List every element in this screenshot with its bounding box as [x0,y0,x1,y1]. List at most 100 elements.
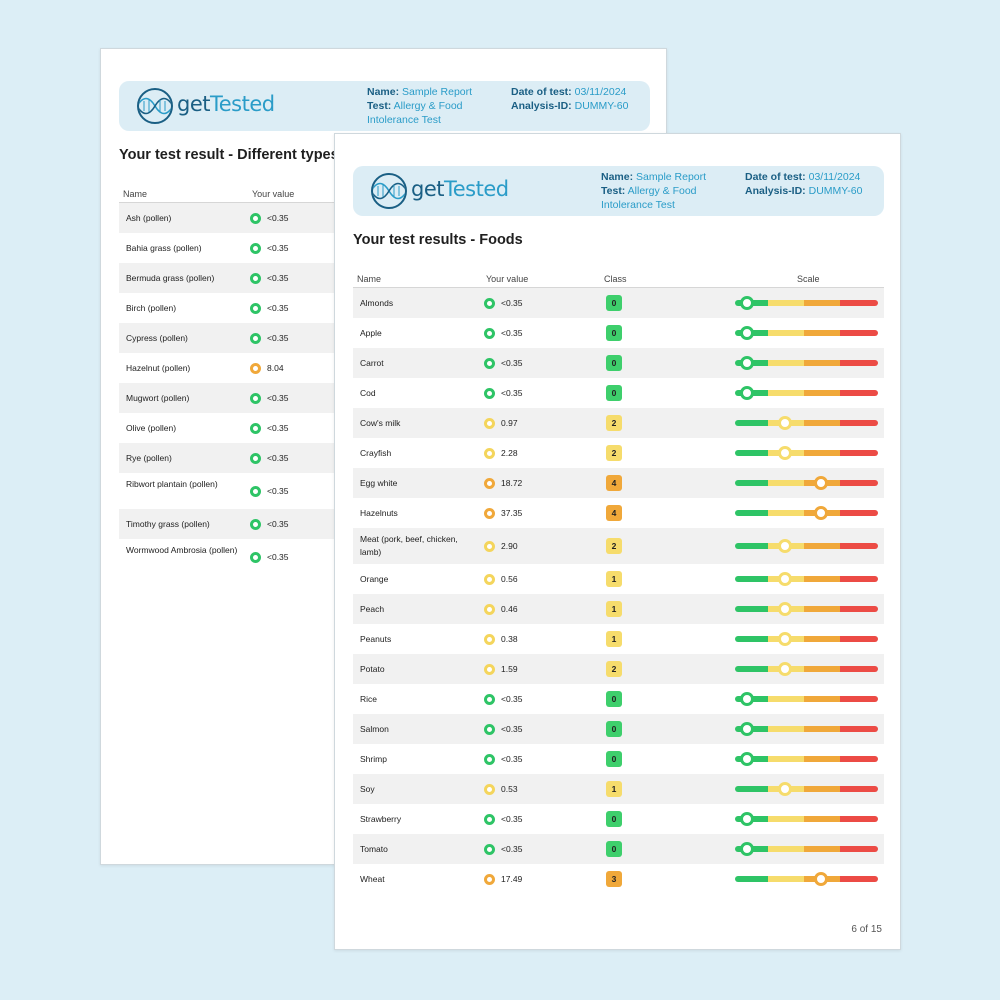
scale-marker [778,416,792,430]
scale-segment [735,576,768,582]
column-name: Name [123,189,148,199]
row-value: <0.35 [250,323,289,353]
class-badge: 2 [606,415,622,431]
scale-segment [804,450,840,456]
value-text: 0.46 [501,604,518,614]
scale-marker [778,662,792,676]
severity-scale [735,326,878,340]
row-value: 0.46 [484,594,518,624]
status-dot-icon [250,551,261,563]
scale-marker [740,812,754,826]
value-text: <0.35 [267,519,289,529]
row-name: Strawberry [360,813,402,824]
row-name: Bahia grass (pollen) [126,242,202,253]
scale-segment [840,816,878,822]
scale-segment [840,756,878,762]
scale-marker [778,446,792,460]
scale-marker [740,326,754,340]
scale-segment [768,390,804,396]
row-value: <0.35 [484,804,523,834]
report-page-foods: getTested Name: Sample Report Test: Alle… [334,133,901,950]
scale-segment [768,480,804,486]
value-text: <0.35 [501,388,523,398]
row-value: 37.35 [484,498,522,528]
value-text: 0.56 [501,574,518,584]
page-number: 6 of 15 [851,924,882,935]
status-dot-icon [484,507,495,519]
column-scale: Scale [797,274,820,284]
table-row: Salmon <0.35 0 [353,714,884,744]
scale-segment [804,786,840,792]
row-value: <0.35 [484,348,523,378]
status-dot-icon [484,603,495,615]
scale-segment [840,390,878,396]
scale-marker [778,782,792,796]
row-name: Rye (pollen) [126,452,172,463]
scale-segment [804,543,840,549]
severity-scale [735,602,878,616]
value-text: 18.72 [501,478,523,488]
column-name: Name [357,274,382,284]
row-name: Timothy grass (pollen) [126,518,210,529]
scale-segment [804,300,840,306]
scale-segment [768,300,804,306]
row-name: Shrimp [360,753,387,764]
row-value: <0.35 [250,473,289,509]
table-row: Carrot <0.35 0 [353,348,884,378]
scale-segment [804,756,840,762]
scale-segment [840,696,878,702]
row-value: <0.35 [250,233,289,263]
row-value: <0.35 [250,293,289,323]
severity-scale [735,752,878,766]
scale-segment [768,876,804,882]
scale-marker [778,632,792,646]
table-row: Wheat 17.49 3 [353,864,884,894]
severity-scale [735,632,878,646]
row-name: Mugwort (pollen) [126,392,190,403]
scale-segment [735,543,768,549]
class-badge: 0 [606,721,622,737]
results-table: Almonds <0.35 0 Apple <0.35 0 Carrot <0.35 0 Cod <… [353,288,884,894]
row-name: Peanuts [360,633,392,644]
row-value: 2.28 [484,438,518,468]
status-dot-icon [250,362,261,374]
class-badge: 0 [606,295,622,311]
class-badge: 3 [606,871,622,887]
row-name: Crayfish [360,447,392,458]
report-header: getTested Name: Sample Report Test: Alle… [119,81,650,131]
status-dot-icon [250,272,261,284]
class-badge: 4 [606,505,622,521]
status-dot-icon [484,327,495,339]
scale-marker [740,842,754,856]
scale-segment [768,726,804,732]
table-row: Cod <0.35 0 [353,378,884,408]
scale-segment [735,636,768,642]
class-badge: 2 [606,538,622,554]
row-name: Ash (pollen) [126,212,172,223]
scale-segment [735,876,768,882]
row-name: Hazelnut (pollen) [126,362,191,373]
scale-segment [840,330,878,336]
severity-scale [735,386,878,400]
value-text: <0.35 [501,754,523,764]
scale-segment [840,666,878,672]
meta-date-analysis: Date of test: 03/11/2024 Analysis-ID: DU… [511,86,629,112]
value-text: <0.35 [267,393,289,403]
column-value: Your value [252,189,295,199]
class-badge: 0 [606,355,622,371]
scale-segment [768,360,804,366]
severity-scale [735,572,878,586]
scale-segment [735,420,768,426]
class-badge: 0 [606,385,622,401]
row-name: Ribwort plantain (pollen) [126,479,218,489]
row-value: <0.35 [484,834,523,864]
status-dot-icon [484,633,495,645]
row-value: 0.56 [484,564,518,594]
row-name: Orange [360,573,389,584]
class-badge: 1 [606,601,622,617]
value-text: 1.59 [501,664,518,674]
scale-segment [804,666,840,672]
scale-segment [840,846,878,852]
scale-segment [804,816,840,822]
table-row: Strawberry <0.35 0 [353,804,884,834]
